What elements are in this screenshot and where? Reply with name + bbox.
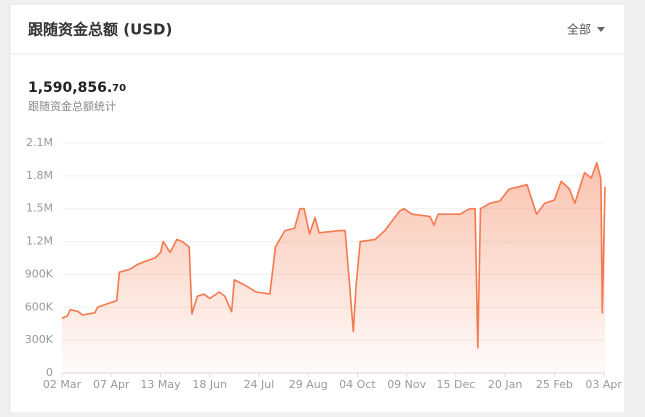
y-tick-label: 600K — [25, 300, 54, 313]
amount-decimal: 70 — [112, 83, 126, 94]
x-tick-label: 25 Feb — [536, 378, 573, 391]
x-tick-label: 20 Jan — [488, 378, 522, 391]
amount: 1,590,856.70 — [28, 80, 126, 96]
x-tick-label: 04 Oct — [339, 378, 376, 391]
y-tick-label: 1.8M — [26, 169, 53, 182]
y-tick-label: 900K — [25, 267, 54, 280]
y-tick-label: 300K — [25, 333, 54, 346]
chart: 0 300K 600K 900K 1.2M 1.5M 1.8M 2.1M 02 Mar 07 Ap… — [25, 136, 623, 391]
y-tick-label: 0 — [46, 366, 53, 379]
y-tick-label: 1.5M — [26, 202, 53, 215]
y-tick-label: 1.2M — [26, 235, 53, 248]
x-tick-label: 02 Mar — [43, 378, 82, 391]
x-tick-label: 24 Jul — [244, 378, 275, 391]
y-tick-label: 2.1M — [26, 136, 53, 149]
x-tick-label: 29 Aug — [289, 378, 328, 391]
x-tick-label: 15 Dec — [437, 378, 476, 391]
amount-integer: 1,590,856. — [28, 80, 112, 96]
area-fill — [62, 162, 605, 373]
x-tick-label: 18 Jun — [192, 378, 227, 391]
x-tick-label: 13 May — [140, 378, 181, 391]
dropdown-arrow[interactable] — [597, 27, 605, 32]
x-tick-label: 09 Nov — [387, 378, 426, 391]
area-line — [61, 161, 606, 349]
amount-caption: 跟随资金总额统计 — [28, 99, 116, 113]
filter-dropdown[interactable]: 全部 — [567, 22, 591, 37]
x-tick-label: 07 Apr — [93, 378, 130, 391]
card-title: 跟随资金总额 (USD) — [28, 21, 172, 39]
x-tick-label: 03 Apr — [585, 378, 622, 391]
